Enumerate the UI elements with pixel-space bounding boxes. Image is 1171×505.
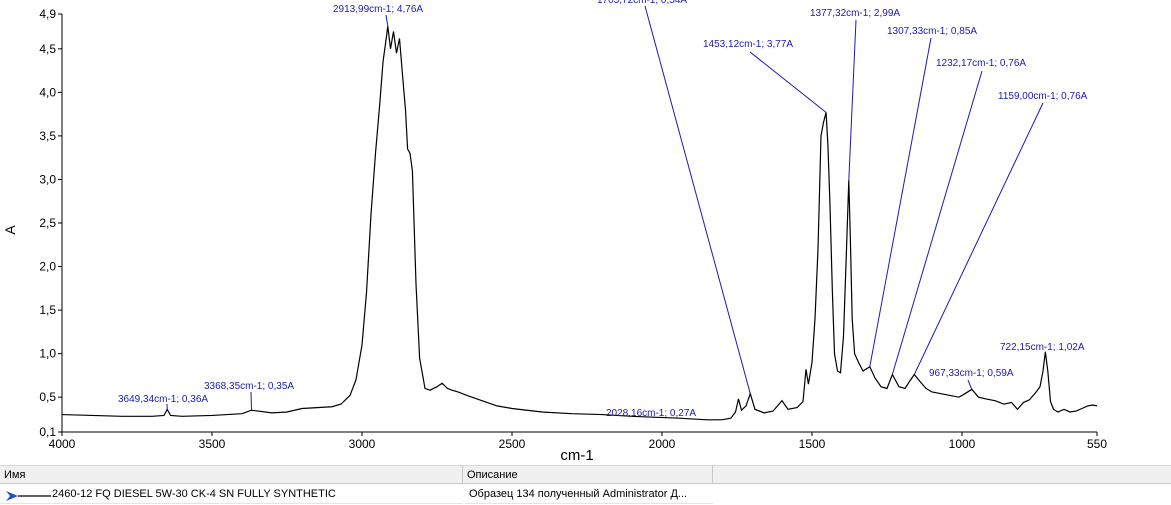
column-header[interactable]: Имя xyxy=(0,465,463,484)
annotation-label: 3649,34cm-1; 0,36A xyxy=(118,394,208,405)
annotation-leader xyxy=(869,37,932,367)
column-header-filler xyxy=(713,465,1171,484)
x-axis-label: cm-1 xyxy=(560,447,593,463)
annotation-label: 1307,33cm-1; 0,85A xyxy=(887,26,977,37)
table-row[interactable]: 2460-12 FQ DIESEL 5W-30 CK-4 SN FULLY SY… xyxy=(0,485,463,504)
annotation-label: 2913,99cm-1; 4,76A xyxy=(333,4,423,15)
annotation-label: 1377,32cm-1; 2,99A xyxy=(810,8,900,19)
y-tick-label: 3,5 xyxy=(39,129,56,143)
annotation-leader xyxy=(749,51,827,113)
annotation-leader xyxy=(913,102,1044,375)
x-tick-label: 550 xyxy=(1087,437,1107,451)
annotation-leader xyxy=(644,5,751,394)
x-tick-label: 3000 xyxy=(349,437,376,451)
annotation-label: 1705,72cm-1; 0,54A xyxy=(597,0,687,6)
x-tick-label: 2000 xyxy=(649,437,676,451)
annotation-label: 1453,12cm-1; 3,77A xyxy=(703,39,793,50)
annotation-label: 2028,16cm-1; 0,27A xyxy=(606,408,696,419)
y-tick-label: 0,1 xyxy=(39,425,56,439)
y-tick-label: 1,5 xyxy=(39,303,56,317)
annotation-label: 1159,00cm-1; 0,76A xyxy=(998,91,1088,102)
y-tick-label: 3,0 xyxy=(39,172,56,186)
x-tick-label: 2500 xyxy=(499,437,526,451)
annotation-leader xyxy=(891,70,983,375)
row-icon xyxy=(6,491,51,501)
x-tick-label: 1000 xyxy=(949,437,976,451)
y-tick-label: 0,5 xyxy=(39,390,56,404)
x-tick-label: 3500 xyxy=(199,437,226,451)
x-tick-label: 1500 xyxy=(799,437,826,451)
annotation-label: 1232,17cm-1; 0,76A xyxy=(936,58,1026,69)
chart: cm-1 A 0,1 0,5 1,0 1,5 2,0 2,5 3,0 3,5 4,0 4,5 4,9… xyxy=(2,0,1107,463)
y-axis-label: A xyxy=(2,225,18,235)
annotation-label: 967,33cm-1; 0,59A xyxy=(929,368,1014,379)
annotation-leader xyxy=(385,14,389,27)
annotation-leader xyxy=(848,19,857,181)
column-header[interactable]: Описание xyxy=(463,465,713,484)
y-tick-label: 1,0 xyxy=(39,347,56,361)
x-tick-label: 4000 xyxy=(49,437,76,451)
y-tick-label: 2,0 xyxy=(39,260,56,274)
annotation-leader xyxy=(967,379,973,390)
y-tick-label: 4,0 xyxy=(39,85,56,99)
y-tick-label: 2,5 xyxy=(39,216,56,230)
y-tick-label: 4,5 xyxy=(39,42,56,56)
sample-table: Имя Описание 2460-12 FQ DIESEL 5W-30 CK-… xyxy=(0,465,1171,505)
sample-description: Образец 134 полученный Administrator Д..… xyxy=(465,485,713,504)
y-tick-label: 4,9 xyxy=(39,7,56,21)
annotation-label: 3368,35cm-1; 0,35A xyxy=(204,381,294,392)
sample-name: 2460-12 FQ DIESEL 5W-30 CK-4 SN FULLY SY… xyxy=(52,488,336,500)
spectrum-line xyxy=(61,26,1098,421)
annotation-label: 722,15cm-1; 1,02A xyxy=(1000,342,1085,353)
